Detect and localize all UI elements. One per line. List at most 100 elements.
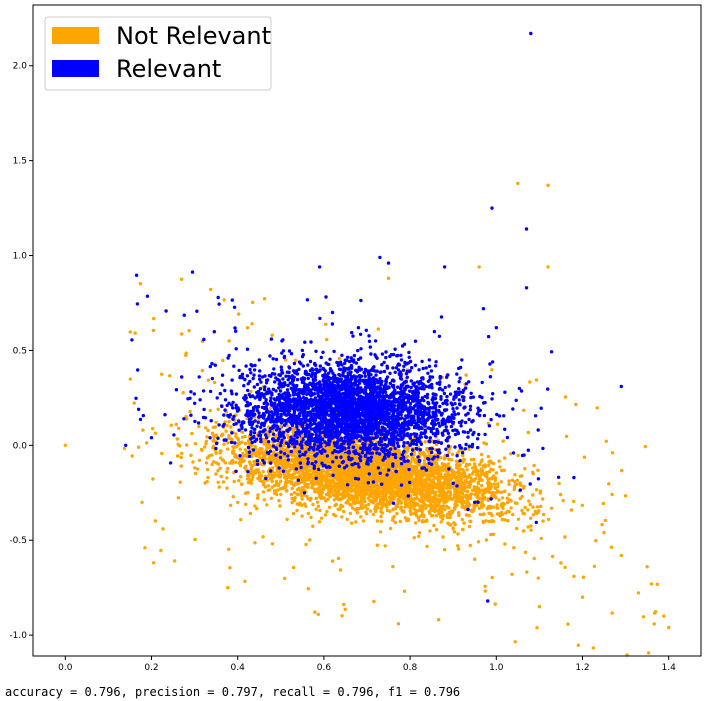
point-not-relevant (381, 495, 385, 500)
point-not-relevant (251, 475, 255, 479)
point-not-relevant (389, 471, 394, 476)
point-not-relevant (481, 464, 486, 468)
point-not-relevant (425, 518, 429, 522)
point-not-relevant (504, 511, 508, 515)
point-not-relevant (364, 512, 369, 516)
point-not-relevant (342, 477, 346, 481)
point-not-relevant (441, 476, 445, 480)
point-not-relevant (181, 391, 185, 395)
point-not-relevant (177, 426, 181, 430)
point-not-relevant (243, 434, 247, 439)
point-not-relevant (429, 480, 433, 484)
point-not-relevant (357, 506, 361, 511)
point-not-relevant (662, 614, 666, 618)
point-not-relevant (310, 475, 314, 479)
point-not-relevant (372, 599, 376, 604)
point-not-relevant (206, 475, 210, 480)
point-not-relevant (440, 462, 444, 466)
point-not-relevant (526, 430, 530, 435)
point-not-relevant (306, 587, 310, 591)
point-not-relevant (536, 468, 540, 472)
point-not-relevant (266, 484, 271, 488)
point-not-relevant (462, 494, 466, 498)
point-not-relevant (265, 503, 269, 507)
point-not-relevant (291, 511, 296, 516)
point-not-relevant (336, 556, 341, 561)
point-not-relevant (151, 328, 156, 333)
point-not-relevant (467, 462, 472, 466)
point-not-relevant (356, 500, 361, 505)
point-not-relevant (601, 501, 606, 506)
point-relevant (393, 455, 398, 460)
point-not-relevant (330, 559, 335, 563)
point-not-relevant (232, 479, 236, 484)
point-not-relevant (502, 489, 507, 493)
point-not-relevant (159, 548, 163, 553)
point-not-relevant (340, 614, 344, 618)
point-not-relevant (267, 443, 272, 447)
point-not-relevant (261, 470, 265, 474)
point-not-relevant (427, 509, 431, 513)
point-not-relevant (571, 499, 576, 504)
point-not-relevant (204, 461, 209, 465)
point-not-relevant (321, 474, 326, 478)
point-not-relevant (500, 496, 505, 500)
point-not-relevant (427, 476, 432, 480)
point-not-relevant (410, 457, 414, 462)
point-not-relevant (581, 575, 586, 579)
point-not-relevant (324, 499, 328, 503)
point-not-relevant (346, 473, 350, 477)
point-not-relevant (316, 504, 321, 508)
point-not-relevant (292, 491, 297, 495)
point-not-relevant (426, 498, 430, 503)
point-not-relevant (193, 471, 198, 476)
point-not-relevant (484, 538, 489, 542)
point-not-relevant (395, 511, 399, 516)
point-not-relevant (304, 542, 308, 547)
point-not-relevant (595, 406, 599, 410)
point-not-relevant (569, 508, 574, 512)
point-relevant (257, 411, 261, 415)
point-not-relevant (520, 508, 524, 513)
point-not-relevant (516, 453, 520, 458)
point-not-relevant (132, 401, 136, 405)
point-not-relevant (317, 520, 322, 524)
point-not-relevant (337, 356, 342, 361)
point-not-relevant (208, 408, 212, 413)
point-not-relevant (385, 505, 389, 509)
point-not-relevant (348, 511, 352, 516)
point-not-relevant (456, 499, 460, 503)
point-not-relevant (246, 490, 250, 495)
point-not-relevant (300, 503, 304, 507)
point-not-relevant (228, 566, 232, 570)
point-not-relevant (133, 331, 137, 335)
point-not-relevant (250, 464, 254, 469)
point-not-relevant (500, 468, 504, 473)
point-not-relevant (483, 589, 487, 593)
point-not-relevant (561, 498, 565, 503)
point-not-relevant (205, 467, 210, 472)
point-not-relevant (227, 436, 231, 440)
point-not-relevant (332, 512, 336, 517)
point-not-relevant (214, 451, 218, 455)
point-not-relevant (522, 512, 526, 516)
point-not-relevant (480, 458, 484, 462)
point-relevant (455, 454, 459, 458)
point-not-relevant (243, 579, 247, 583)
point-not-relevant (450, 511, 454, 515)
point-not-relevant (472, 508, 476, 512)
point-not-relevant (218, 451, 222, 455)
point-not-relevant (180, 451, 184, 456)
point-not-relevant (315, 500, 320, 504)
point-not-relevant (426, 504, 430, 508)
point-not-relevant (510, 572, 514, 576)
point-not-relevant (456, 532, 460, 536)
point-not-relevant (464, 513, 469, 517)
point-relevant (505, 435, 510, 440)
point-not-relevant (480, 501, 484, 506)
point-not-relevant (234, 432, 238, 436)
point-not-relevant (272, 489, 277, 493)
point-not-relevant (437, 473, 441, 478)
point-not-relevant (234, 454, 238, 459)
point-not-relevant (490, 476, 494, 480)
